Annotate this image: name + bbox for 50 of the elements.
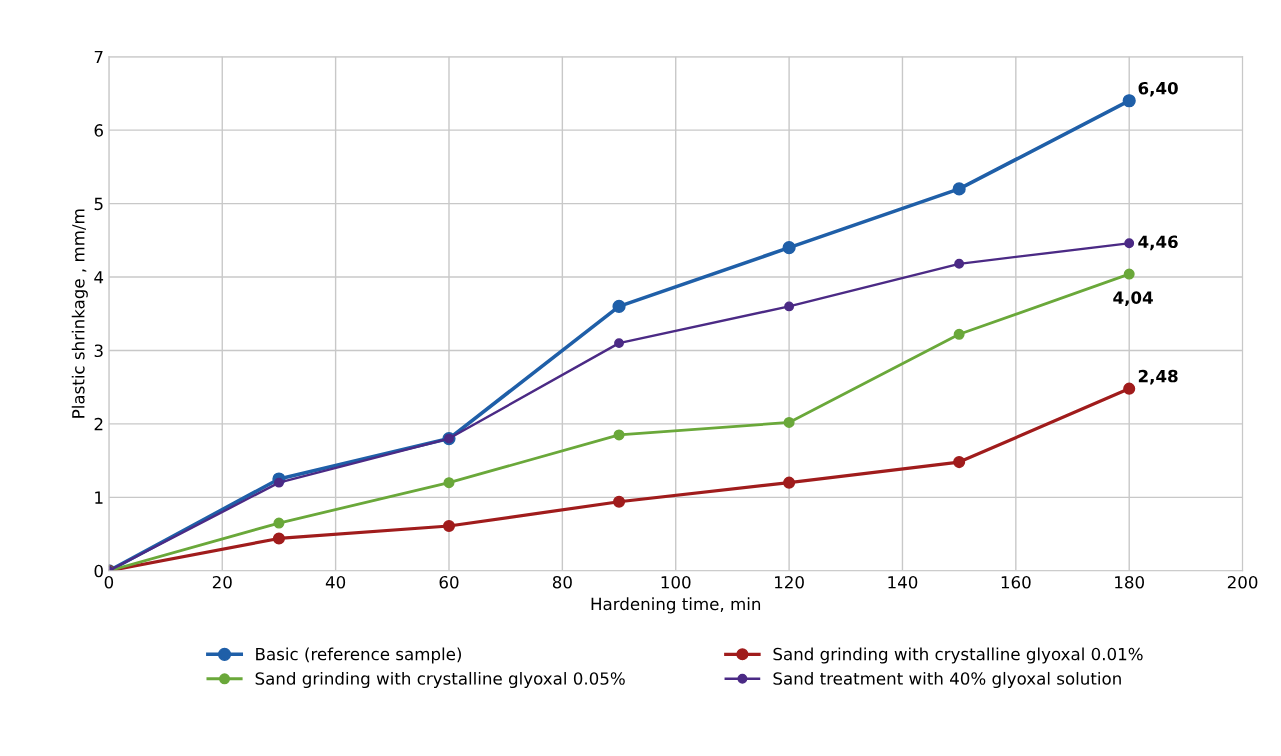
point (954, 258, 965, 269)
x-tick-label: 200 (1227, 575, 1258, 589)
x-tick-label: 140 (888, 575, 918, 589)
point (1123, 382, 1136, 395)
point (782, 241, 796, 255)
x-tick-label: 120 (775, 575, 804, 589)
y-tick-label: 1 (95, 491, 103, 504)
point (1123, 268, 1135, 280)
x-tick-label: 100 (661, 575, 691, 589)
point (953, 328, 965, 340)
y-tick-label: 4 (94, 271, 104, 284)
point (443, 477, 455, 489)
point (783, 416, 795, 428)
point (783, 476, 796, 489)
x-tick-label: 60 (439, 575, 459, 589)
point (442, 519, 456, 533)
point (272, 532, 285, 545)
x-tick-label: 0 (104, 575, 114, 589)
x-tick-label: 160 (1001, 575, 1031, 589)
y-tick-label: 3 (94, 344, 103, 358)
point (952, 182, 966, 196)
y-axis-title: Plastic shrinkage , mm/m (71, 209, 88, 418)
y-tick-label: 6 (94, 124, 103, 137)
y-tick-label: 0 (94, 564, 103, 578)
y-tick-label: 5 (94, 197, 103, 211)
x-tick-label: 180 (1115, 575, 1144, 589)
point (613, 495, 626, 508)
data-label: 4,46 (1138, 235, 1178, 251)
point (1122, 94, 1136, 108)
y-tick-label: 2 (94, 417, 103, 431)
data-label: 2,48 (1138, 369, 1178, 385)
point (612, 299, 626, 313)
legend-label: Basic (reference sample) (256, 647, 461, 664)
data-label: 4,04 (1113, 291, 1153, 307)
x-tick-label: 80 (552, 575, 572, 589)
legend-label: Sand grinding with crystalline glyoxal 0.01% (773, 647, 1143, 664)
point (274, 477, 284, 488)
point (1124, 238, 1135, 249)
point (273, 517, 285, 529)
point (953, 456, 966, 469)
data-label: 6,40 (1138, 81, 1178, 97)
point (613, 429, 625, 441)
x-axis-title: Hardening time, min (591, 597, 761, 614)
x-tick-label: 40 (325, 575, 346, 589)
x-tick-label: 20 (212, 575, 232, 589)
y-tick-label: 7 (94, 50, 103, 64)
legend-label: Sand treatment with 40% glyoxal solution (773, 671, 1121, 689)
point (784, 301, 795, 312)
point (614, 338, 624, 349)
legend-label: Sand grinding with crystalline glyoxal 0.05% (255, 671, 625, 689)
